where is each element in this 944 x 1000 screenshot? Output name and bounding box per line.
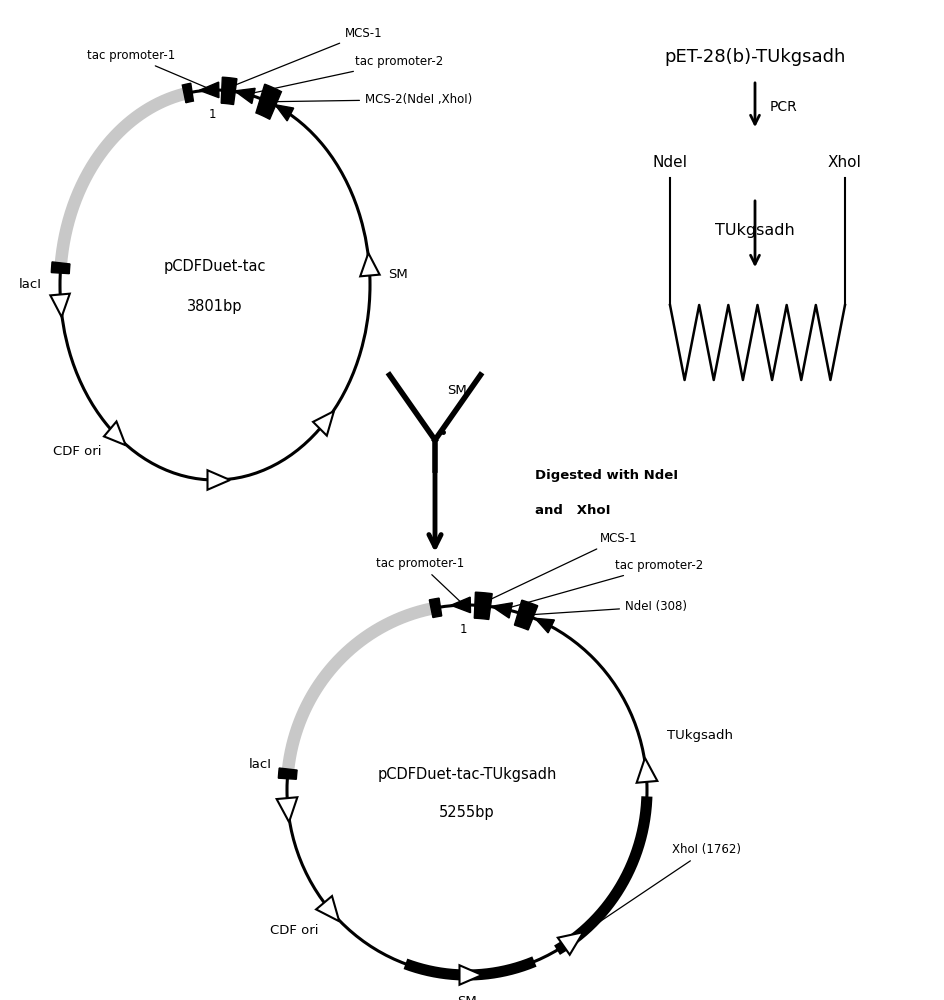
Text: CDF ori: CDF ori <box>269 924 318 937</box>
Polygon shape <box>104 421 126 445</box>
Polygon shape <box>315 896 339 921</box>
Text: SM: SM <box>447 383 466 396</box>
Text: 3801bp: 3801bp <box>187 300 243 314</box>
Text: SM: SM <box>457 995 477 1000</box>
Polygon shape <box>208 470 229 490</box>
Polygon shape <box>256 84 281 119</box>
Polygon shape <box>221 77 237 105</box>
Text: XhoI: XhoI <box>827 155 861 170</box>
Text: 5255bp: 5255bp <box>439 804 495 820</box>
Text: SM: SM <box>387 268 407 281</box>
Text: and   XhoI: and XhoI <box>534 504 610 516</box>
Text: 1: 1 <box>209 108 216 121</box>
Polygon shape <box>360 253 379 276</box>
Polygon shape <box>534 618 554 633</box>
Polygon shape <box>312 411 333 436</box>
Polygon shape <box>182 83 194 103</box>
Polygon shape <box>557 932 582 955</box>
Polygon shape <box>278 768 296 779</box>
Text: TUkgsadh: TUkgsadh <box>715 223 794 237</box>
Polygon shape <box>474 592 492 619</box>
Polygon shape <box>51 262 70 274</box>
Text: CDF ori: CDF ori <box>53 445 101 458</box>
Polygon shape <box>636 758 657 783</box>
Text: tac promoter-2: tac promoter-2 <box>507 559 702 608</box>
Polygon shape <box>277 797 297 822</box>
Text: pET-28(b)-TUkgsadh: pET-28(b)-TUkgsadh <box>664 48 845 66</box>
Text: tac promoter-1: tac promoter-1 <box>376 557 464 603</box>
Text: lacI: lacI <box>19 278 42 292</box>
Text: 1: 1 <box>460 623 467 636</box>
Polygon shape <box>450 597 470 613</box>
Text: pCDFDuet-tac-TUkgsadh: pCDFDuet-tac-TUkgsadh <box>377 768 556 782</box>
Polygon shape <box>429 598 441 618</box>
Text: TUkgsadh: TUkgsadh <box>666 728 733 742</box>
Polygon shape <box>491 603 512 618</box>
Polygon shape <box>459 965 481 985</box>
Text: lacI: lacI <box>248 758 272 772</box>
Text: MCS-1: MCS-1 <box>490 532 637 600</box>
Text: pCDFDuet-tac: pCDFDuet-tac <box>163 259 266 274</box>
Text: NdeI: NdeI <box>651 155 687 170</box>
Text: PCR: PCR <box>769 100 797 114</box>
Text: XhoI (1762): XhoI (1762) <box>572 844 740 940</box>
Text: MCS-1: MCS-1 <box>236 27 382 85</box>
Polygon shape <box>234 88 255 104</box>
Polygon shape <box>514 600 537 630</box>
Text: tac promoter-1: tac promoter-1 <box>87 49 210 89</box>
Text: Digested with NdeI: Digested with NdeI <box>534 468 678 482</box>
Text: tac promoter-2: tac promoter-2 <box>249 55 443 94</box>
Polygon shape <box>50 294 70 317</box>
Polygon shape <box>275 105 294 121</box>
Text: MCS-2(NdeI ,XhoI): MCS-2(NdeI ,XhoI) <box>271 93 472 106</box>
Text: NdeI (308): NdeI (308) <box>528 600 686 615</box>
Polygon shape <box>199 82 219 98</box>
